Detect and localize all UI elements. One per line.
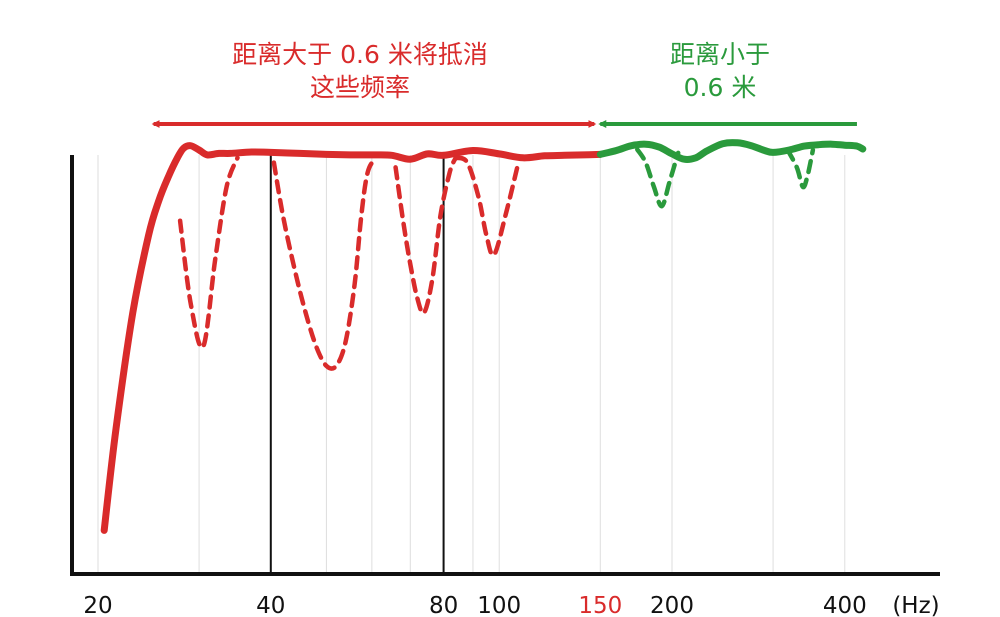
- series: [104, 143, 863, 531]
- red-dashed-series-line: [274, 158, 376, 369]
- red-solid-series-line: [104, 146, 600, 531]
- x-tick-label: 400: [823, 593, 867, 617]
- x-tick-label: 40: [256, 593, 285, 617]
- x-tick-labels: 20 40 80 100 150 200 400 (Hz): [83, 593, 939, 617]
- x-tick-label: 80: [429, 593, 458, 617]
- red-dashed-series-line: [456, 158, 519, 256]
- green-dashed-series-line: [788, 150, 813, 187]
- x-tick-label: 200: [650, 593, 694, 617]
- x-tick-label: 20: [83, 593, 112, 617]
- red-dashed-series-line: [396, 158, 456, 313]
- x-tick-label: 100: [477, 593, 521, 617]
- x-tick-label: 150: [578, 593, 622, 617]
- reference-lines: [271, 155, 444, 574]
- red-dashed-series-line: [180, 158, 237, 348]
- axes: [70, 155, 940, 576]
- grid: [98, 155, 845, 574]
- x-unit-label: (Hz): [892, 593, 939, 617]
